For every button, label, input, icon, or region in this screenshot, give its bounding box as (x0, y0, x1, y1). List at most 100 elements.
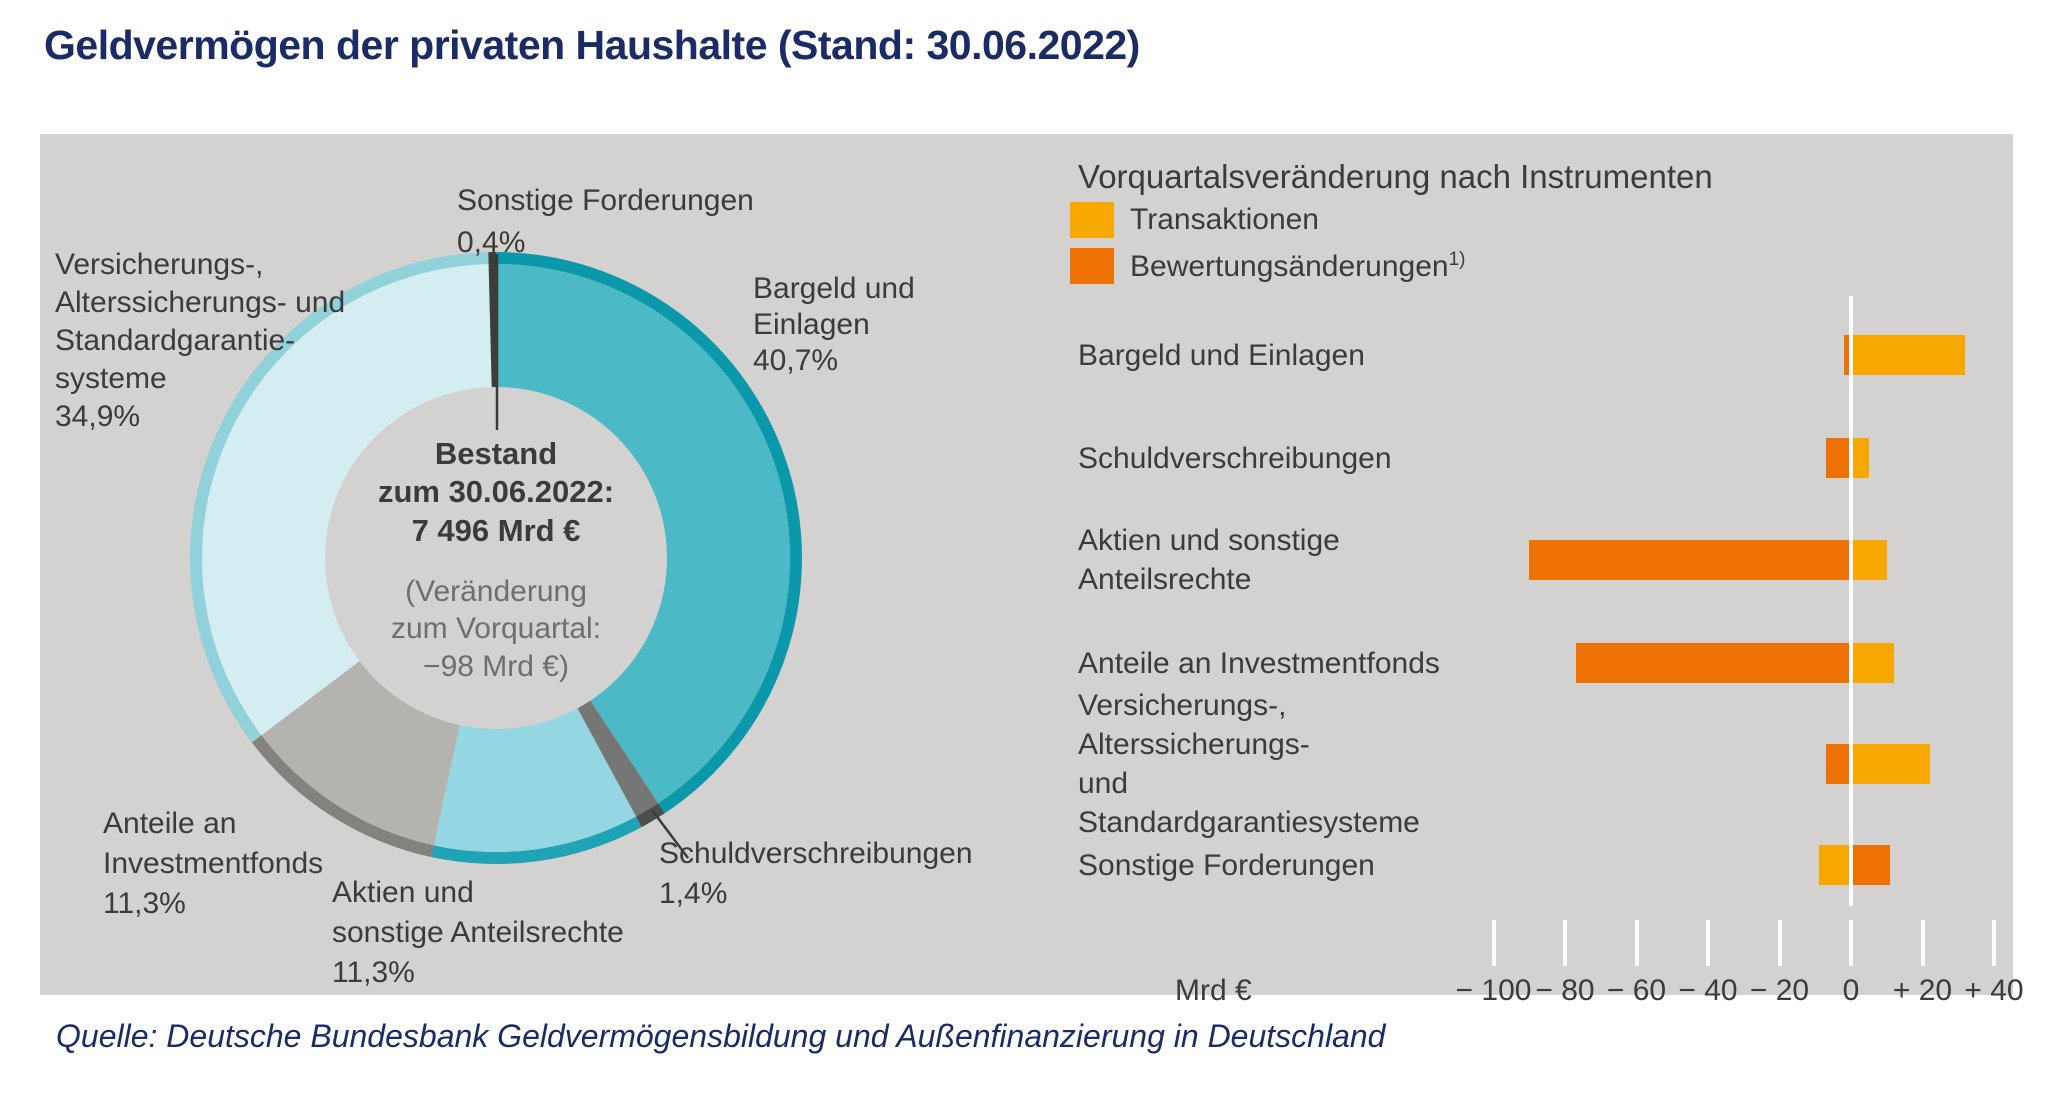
donut-segment-aktien (431, 816, 642, 865)
bar-row-label-line: Aktien und sonstige Anteilsrechte (1078, 524, 1340, 596)
donut-chart (189, 252, 803, 865)
bar-row-label-line: Sonstige Forderungen (1078, 848, 1375, 882)
bar-row-label: Aktien und sonstige Anteilsrechte (1078, 515, 1468, 605)
legend-item-transaktionen: Transaktionen (1070, 202, 1319, 238)
bar-bewertung (1825, 744, 1851, 784)
donut-label-line: Anteile an (103, 807, 237, 840)
bar-row-label-line: Bargeld und Einlagen (1078, 338, 1365, 372)
donut-label-line: 40,7% (753, 344, 839, 377)
donut-label-line: Bargeld und (753, 272, 915, 305)
bar-row-label-line: und Standardgarantiesysteme (1078, 767, 1420, 839)
donut-label-sonstige: Sonstige Forderungen 0,4% (457, 180, 754, 264)
center-text-line: zum 30.06.2022: (377, 474, 615, 510)
donut-center-value: Bestand zum 30.06.2022: 7 496 Mrd € (326, 435, 666, 551)
donut-label-line: systeme (55, 362, 167, 395)
donut-segment-sonstige (488, 264, 496, 388)
axis-tick-label: − 20 (1749, 974, 1810, 1007)
axis-tick-label: − 100 (1455, 974, 1532, 1007)
donut-label-line: 11,3% (332, 956, 415, 989)
legend-swatch-transaktionen (1070, 202, 1114, 238)
donut-label-line: Standardgarantie- (55, 324, 296, 357)
donut-label-line: Einlagen (753, 308, 870, 341)
axis-tick-label: − 80 (1535, 974, 1595, 1007)
axis-tick-label: + 20 (1892, 974, 1953, 1007)
donut-label-line: Aktien und (332, 876, 474, 909)
bar-bewertung (1529, 540, 1851, 580)
bar-transaktionen (1851, 643, 1894, 683)
bar-row-label-line: Versicherungs-, Alterssicherungs- (1078, 689, 1310, 761)
center-note-line: −98 Mrd €) (423, 649, 569, 683)
legend-label: Bewertungsänderungen1) (1130, 248, 1466, 283)
source-note: Quelle: Deutsche Bundesbank Geldvermögen… (56, 1018, 1386, 1054)
bar-transaktionen (1851, 540, 1887, 580)
donut-label-aktien: Aktien und sonstige Anteilsrechte 11,3% (332, 873, 624, 993)
donut-label-line: Schuldverschreibungen (659, 837, 973, 870)
axis-tick (1920, 920, 1925, 966)
chart-panel: Bargeld und Einlagen 40,7% Schuldverschreib… (40, 134, 2024, 1007)
axis-tick-label: − 60 (1606, 974, 1667, 1007)
bar-transaktionen (1851, 335, 1966, 375)
center-text-line: Bestand (434, 435, 558, 471)
axis-tick (1777, 920, 1782, 966)
axis-tick-label: + 40 (1964, 974, 2024, 1007)
donut-center-note: (Veränderung zum Vorquartal: −98 Mrd €) (326, 573, 666, 686)
donut-label-line: Alterssicherungs- und (55, 286, 346, 319)
bar-row-label-line: Schuldverschreibungen (1078, 441, 1392, 475)
bar-row-label: Schuldverschreibungen (1078, 413, 1468, 503)
bar-row-label: Sonstige Forderungen (1078, 820, 1468, 910)
donut-label-line: 11,3% (103, 887, 186, 920)
axis-tick (1491, 920, 1496, 966)
leader-schuldverschreibungen-line (651, 809, 689, 859)
donut-center-text: Bestand zum 30.06.2022: 7 496 Mrd € (Verän… (326, 420, 666, 700)
donut-label-versicherung: Versicherungs-, Alterssicherungs- und Stan… (55, 246, 345, 436)
donut-label-line: Investmentfonds (103, 847, 324, 880)
center-text-line: 7 496 Mrd € (411, 513, 581, 549)
bar-row-label: Anteile an Investmentfonds (1078, 618, 1468, 708)
center-note-line: zum Vorquartal: (390, 612, 602, 646)
bar-bewertung (1825, 438, 1851, 478)
donut-segment-schuldverschreibungen (636, 803, 665, 828)
donut-label-line: sonstige Anteilsrechte (332, 916, 624, 949)
axis-tick (1849, 920, 1853, 966)
bar-chart-title: Vorquartalsveränderung nach Instrumenten (1078, 158, 1713, 195)
donut-segment-investmentfonds (251, 735, 434, 858)
donut-segment-versicherung (201, 264, 492, 736)
bar-transaktionen (1818, 845, 1851, 885)
bar-row-label: Bargeld und Einlagen (1078, 310, 1468, 400)
donut-label-bargeld: Bargeld und Einlagen 40,7% (753, 271, 915, 379)
donut-segment-investmentfonds (261, 661, 460, 846)
legend-label: Transaktionen (1130, 203, 1319, 236)
bar-row-label-line: Anteile an Investmentfonds (1078, 646, 1440, 680)
donut-label-line: Sonstige Forderungen (457, 184, 754, 217)
zero-axis-line (1849, 296, 1853, 906)
donut-label-line: 34,9% (55, 400, 141, 433)
donut-segment-schuldverschreibungen (577, 700, 659, 817)
axis-tick (1706, 920, 1710, 966)
bar-bewertung (1575, 643, 1851, 683)
page-title: Geldvermögen der privaten Haushalte (Sta… (44, 22, 1140, 68)
donut-label-investmentfonds: Anteile an Investmentfonds 11,3% (103, 804, 323, 924)
axis-unit-label: Mrd € (1175, 974, 1252, 1007)
bar-bewertung (1843, 335, 1851, 375)
donut-segment-bargeld (496, 264, 790, 804)
donut-label-line: Versicherungs-, (55, 248, 264, 281)
legend-swatch-bewertung (1070, 248, 1114, 284)
donut-segment-sonstige (488, 252, 496, 265)
bar-row-label: Versicherungs-, Alterssicherungs-und Sta… (1078, 689, 1468, 839)
donut-label-schuldverschreibungen: Schuldverschreibungen 1,4% (659, 834, 973, 914)
bar-bewertung (1851, 845, 1891, 885)
donut-segment-aktien (433, 708, 637, 852)
axis-tick-label: 0 (1842, 974, 1860, 1007)
center-note-line: (Veränderung (405, 574, 587, 608)
axis-tick-label: − 40 (1678, 974, 1738, 1007)
donut-segment-versicherung (189, 252, 489, 743)
legend-item-bewertung: Bewertungsänderungen1) (1070, 248, 1465, 284)
donut-label-line: 0,4% (457, 226, 526, 259)
bar-transaktionen (1851, 744, 1930, 784)
axis-tick (1634, 920, 1639, 966)
axis-tick (1563, 920, 1567, 966)
bar-transaktionen (1851, 438, 1869, 478)
axis-tick (1992, 920, 1996, 966)
donut-label-line: 1,4% (659, 877, 728, 910)
